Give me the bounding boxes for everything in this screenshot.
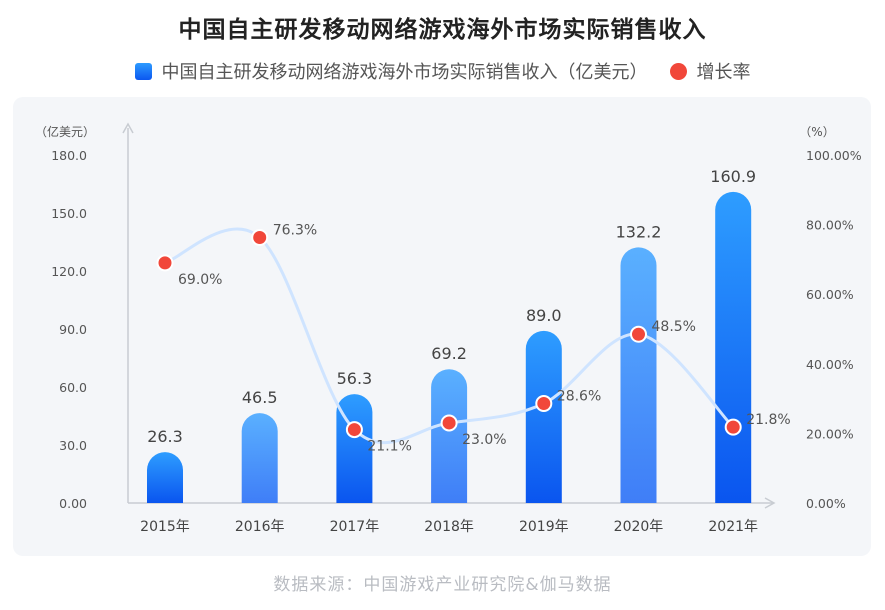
- growth-value-label: 69.0%: [178, 272, 222, 288]
- x-tick-label: 2021年: [708, 519, 758, 535]
- y-left-unit: （亿美元）: [35, 124, 95, 139]
- bar: [431, 369, 468, 503]
- y-right-tick-label: 0.00%: [806, 496, 846, 511]
- y-left-tick-label: 60.0: [59, 380, 87, 395]
- x-axis-arrow: [764, 497, 776, 509]
- bar-value-label: 56.3: [337, 369, 373, 388]
- source-note: 数据来源：中国游戏产业研究院&伽马数据: [273, 575, 612, 595]
- chart-title: 中国自主研发移动网络游戏海外市场实际销售收入: [178, 17, 707, 43]
- bar: [147, 452, 183, 503]
- legend-line-label: 增长率: [696, 62, 751, 83]
- growth-dot: [630, 325, 647, 343]
- x-tick-label: 2018年: [424, 519, 474, 535]
- legend-bar-label: 中国自主研发移动网络游戏海外市场实际销售收入（亿美元）: [161, 62, 648, 83]
- y-right-tick-label: 80.00%: [806, 218, 854, 233]
- y-left-tick-label: 180.0: [51, 148, 87, 163]
- legend: 中国自主研发移动网络游戏海外市场实际销售收入（亿美元） 增长率: [0, 58, 885, 84]
- y-left-tick-label: 120.0: [51, 264, 87, 279]
- y-left-tick-label: 150.0: [51, 206, 87, 221]
- bar-value-label: 160.9: [710, 167, 756, 186]
- growth-dot: [724, 418, 742, 436]
- y-left-tick-label: 90.0: [59, 322, 87, 337]
- bar-value-label: 26.3: [147, 427, 183, 446]
- growth-value-label: 23.0%: [462, 432, 506, 448]
- y-right-tick-label: 100.00%: [806, 148, 862, 163]
- bar: [525, 330, 562, 503]
- bar: [241, 413, 278, 503]
- growth-dot: [535, 394, 553, 412]
- y-left-tick-label: 0.00: [59, 496, 87, 511]
- x-tick-label: 2019年: [519, 519, 569, 535]
- y-right-tick-label: 40.00%: [806, 357, 854, 372]
- growth-value-label: 21.8%: [746, 412, 790, 428]
- x-tick-label: 2015年: [140, 519, 190, 535]
- growth-value-label: 28.6%: [557, 388, 601, 404]
- bar-value-label: 89.0: [526, 306, 562, 325]
- growth-dot: [251, 228, 269, 246]
- y-left-tick-label: 30.0: [59, 438, 87, 453]
- growth-value-label: 48.5%: [652, 319, 696, 335]
- bar-value-label: 132.2: [616, 222, 662, 241]
- growth-value-label: 21.1%: [367, 439, 411, 455]
- y-right-unit: （%）: [799, 125, 834, 139]
- x-tick-label: 2017年: [330, 519, 380, 535]
- y-right-tick-label: 20.00%: [806, 426, 854, 441]
- growth-dot: [156, 254, 174, 272]
- y-axis-arrow: [122, 122, 134, 134]
- legend-bar-swatch: [134, 62, 152, 80]
- growth-dot: [345, 421, 363, 439]
- bar: [620, 247, 657, 503]
- bar: [336, 394, 373, 503]
- growth-value-label: 76.3%: [273, 222, 317, 238]
- x-tick-label: 2016年: [235, 519, 285, 535]
- legend-dot-swatch: [669, 62, 687, 80]
- bar: [715, 191, 752, 503]
- x-tick-label: 2020年: [614, 519, 664, 535]
- bar-value-label: 69.2: [431, 344, 467, 363]
- y-right-tick-label: 60.00%: [806, 287, 854, 302]
- growth-dot: [440, 414, 458, 432]
- bar-value-label: 46.5: [242, 388, 278, 407]
